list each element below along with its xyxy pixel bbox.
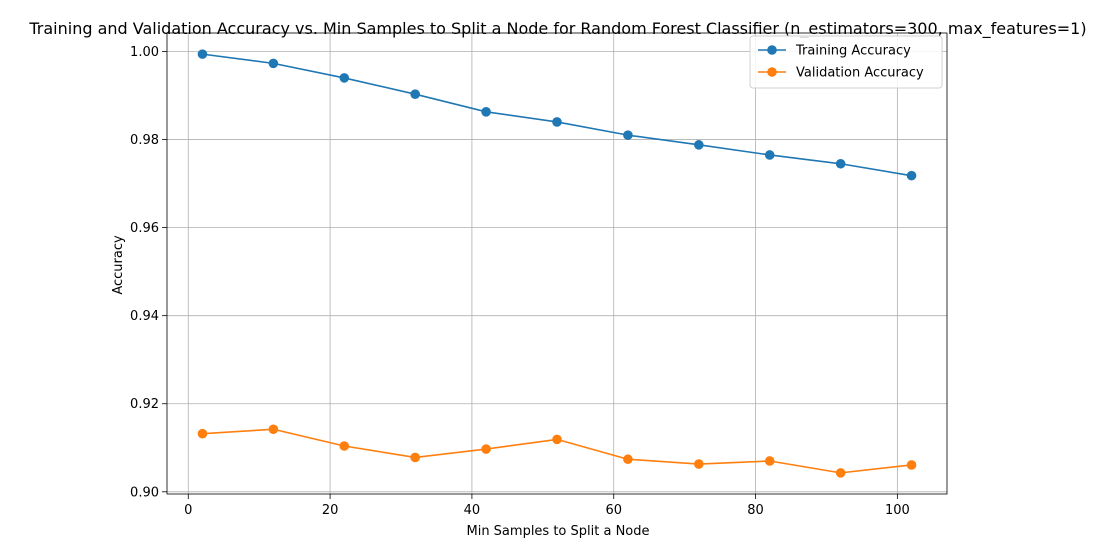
x-axis-label: Min Samples to Split a Node — [466, 524, 649, 539]
validation-accuracy-point — [268, 424, 279, 435]
axes: 0 20 40 60 80 100 0.90 0.92 0.94 0.96 0.98 1.00 — [130, 32, 948, 518]
legend-label-training-accuracy: Training Accuracy — [795, 44, 911, 59]
chart-title: Training and Validation Accuracy vs. Min… — [28, 19, 1086, 39]
x-tick-label: 20 — [322, 503, 339, 518]
validation-accuracy-point — [694, 459, 704, 469]
x-tick-label: 80 — [747, 503, 764, 518]
training-accuracy-point — [268, 58, 279, 69]
training-accuracy-point — [339, 73, 350, 83]
validation-accuracy-point — [481, 444, 491, 454]
validation-accuracy-point — [906, 460, 917, 470]
validation-accuracy-point — [410, 452, 420, 463]
training-accuracy-point — [694, 140, 704, 150]
x-tick-label: 40 — [464, 503, 481, 518]
training-accuracy-point — [764, 150, 775, 160]
y-tick-label: 0.98 — [130, 133, 159, 148]
legend-marker-validation-accuracy — [767, 67, 777, 77]
y-tick-label: 1.00 — [130, 45, 159, 60]
training-accuracy-point — [906, 170, 917, 181]
y-tick-label: 0.90 — [130, 485, 159, 500]
y-tick-label: 0.94 — [130, 309, 159, 324]
series-group — [197, 49, 917, 478]
validation-accuracy-point — [764, 456, 775, 466]
validation-accuracy-point — [623, 454, 633, 465]
legend-label-validation-accuracy: Validation Accuracy — [796, 66, 924, 81]
y-axis-label: Accuracy — [111, 235, 126, 295]
training-accuracy-point — [552, 117, 562, 127]
legend: Training Accuracy Validation Accuracy — [749, 35, 943, 89]
validation-accuracy-point — [835, 468, 846, 478]
legend-box — [749, 35, 943, 89]
x-tick-label: 0 — [184, 503, 192, 518]
training-accuracy-point — [481, 107, 491, 117]
training-accuracy-point — [410, 89, 420, 100]
training-accuracy-point — [197, 49, 208, 59]
validation-accuracy-point — [197, 428, 208, 439]
validation-accuracy-point — [552, 434, 562, 445]
y-tick-label: 0.92 — [130, 397, 159, 412]
training-accuracy-point — [623, 130, 633, 140]
validation-accuracy-point — [339, 441, 350, 451]
training-accuracy-point — [835, 158, 846, 169]
legend-marker-training-accuracy — [767, 45, 777, 55]
y-tick-label: 0.96 — [130, 221, 159, 236]
plot-frame — [166, 32, 948, 495]
x-tick-label: 100 — [885, 503, 910, 518]
x-tick-label: 60 — [605, 503, 622, 518]
